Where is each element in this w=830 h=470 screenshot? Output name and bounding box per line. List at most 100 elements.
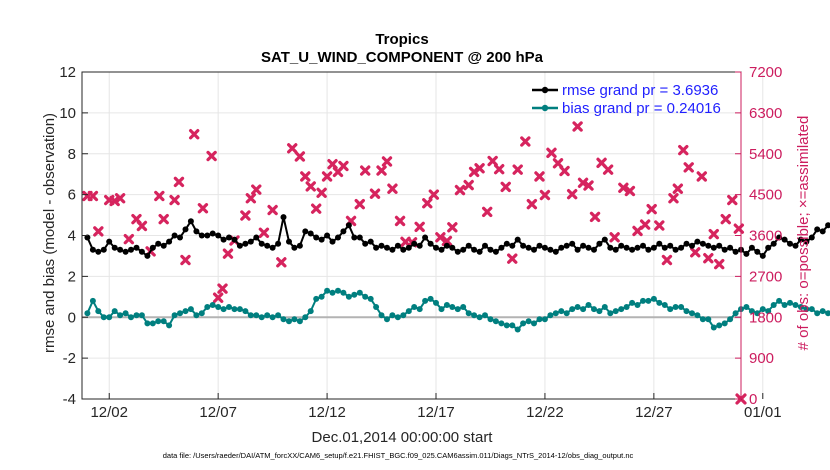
bias-point	[258, 314, 265, 321]
bias-point	[678, 304, 685, 310]
obs-marker	[321, 171, 333, 182]
bias-point	[792, 302, 799, 308]
obs-marker	[109, 195, 120, 207]
rmse-point	[607, 244, 614, 251]
bias-point	[650, 295, 657, 302]
bias-point	[182, 308, 189, 315]
grid-lines	[82, 71, 764, 400]
bias-point	[672, 304, 679, 310]
bias-point	[591, 306, 597, 313]
rmse-point	[541, 244, 548, 251]
bias-point	[454, 306, 461, 313]
bias-point	[536, 316, 543, 323]
bias-point	[754, 310, 761, 317]
obs-marker	[500, 181, 511, 193]
rmse-point	[803, 238, 810, 245]
bias-point	[482, 312, 488, 319]
bias-point	[318, 293, 325, 300]
legend-item-bias: bias grand pr = 0.24016	[532, 100, 721, 117]
obs-marker	[251, 184, 262, 195]
y2-tick-label: 6300	[749, 105, 782, 122]
bias-point	[661, 302, 668, 308]
rmse-point	[433, 244, 439, 251]
bias-point	[585, 302, 592, 308]
rmse-point	[318, 236, 325, 243]
rmse-point	[808, 234, 815, 241]
bias-point	[487, 316, 494, 323]
rmse-point	[645, 246, 652, 253]
bias-point	[193, 312, 200, 319]
bias-point	[302, 314, 309, 321]
y2-tick-label: 2700	[749, 268, 782, 285]
rmse-point	[280, 214, 287, 221]
bias-point	[732, 310, 739, 317]
obs-marker	[327, 158, 338, 170]
rmse-point	[563, 242, 570, 249]
rmse-point	[215, 232, 222, 239]
obs-marker	[136, 220, 148, 232]
bias-point	[710, 324, 717, 331]
obs-marker	[267, 204, 278, 216]
bias-point	[275, 312, 282, 319]
rmse-point	[106, 238, 113, 245]
bias-series	[84, 287, 830, 333]
rmse-point	[623, 244, 630, 251]
obs-marker	[526, 198, 538, 210]
rmse-point	[187, 218, 194, 225]
rmse-point	[683, 240, 690, 247]
bias-point	[770, 302, 777, 308]
obs-marker	[572, 121, 583, 132]
rmse-point	[787, 240, 793, 247]
bias-point	[765, 308, 772, 315]
bias-point	[416, 306, 423, 313]
rmse-point	[678, 244, 685, 251]
obs-marker	[245, 193, 257, 204]
rmse-point	[149, 244, 156, 251]
bias-point	[427, 295, 434, 302]
obs-marker	[123, 233, 135, 245]
rmse-point	[367, 238, 374, 245]
obs-marker	[589, 211, 601, 223]
obs-marker	[300, 171, 311, 182]
bias-point	[460, 304, 467, 310]
bias-point	[438, 306, 445, 313]
rmse-point	[612, 246, 619, 253]
obs-marker	[222, 248, 234, 259]
bias-point	[389, 312, 396, 319]
bias-point	[808, 306, 815, 313]
rmse-point	[384, 244, 390, 251]
rmse-point	[253, 234, 260, 241]
obs-marker	[678, 144, 689, 156]
rmse-point	[302, 228, 309, 235]
bias-point	[819, 308, 826, 315]
obs-marker	[276, 257, 287, 268]
bias-point	[247, 312, 254, 319]
bias-point	[166, 322, 173, 329]
bias-point	[803, 306, 810, 313]
rmse-point	[111, 244, 118, 251]
x-tick-label: 01/01	[744, 404, 782, 421]
obs-marker	[577, 177, 589, 189]
obs-marker	[394, 215, 406, 227]
rmse-point	[275, 240, 282, 247]
rmse-point	[128, 246, 134, 253]
rmse-point	[492, 248, 499, 255]
obs-marker	[632, 225, 643, 237]
rmse-point	[629, 246, 636, 253]
y-tick-label: 10	[59, 105, 76, 122]
rmse-point	[710, 244, 717, 251]
rmse-point	[117, 246, 124, 253]
bias-point	[324, 287, 331, 294]
rmse-point	[514, 236, 521, 243]
rmse-point	[476, 248, 483, 255]
rmse-point	[296, 242, 303, 249]
rmse-point	[378, 242, 385, 249]
bias-point	[329, 289, 336, 296]
obs-marker	[661, 254, 673, 266]
rmse-point	[193, 228, 200, 235]
rmse-point	[171, 232, 178, 239]
obs-marker	[93, 226, 104, 237]
rmse-point	[329, 238, 336, 245]
bias-point	[242, 308, 249, 315]
bias-point	[645, 297, 652, 304]
